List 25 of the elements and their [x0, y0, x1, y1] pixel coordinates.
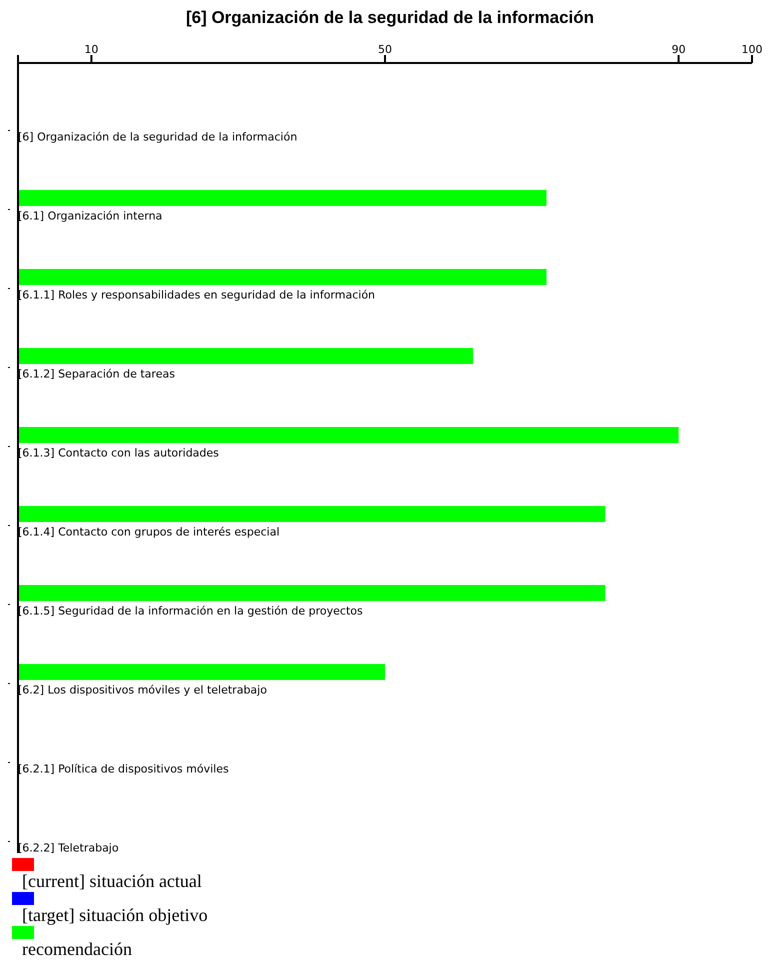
bar [18, 427, 679, 443]
y-tick-label: [6.1.1] Roles y responsabilidades en seguridad de la información [18, 288, 376, 302]
chart-title: [6] Organización de la seguridad de la información [184, 8, 596, 28]
bar [18, 269, 546, 285]
bar [18, 664, 385, 680]
legend-label: [current] situación actual [21, 871, 203, 892]
y-tick-label: [6.2.2] Teletrabajo [18, 842, 119, 854]
y-tick-label: [6] Organización de la seguridad de la información [18, 130, 298, 144]
y-tick-label: [6.1] Organización interna [18, 210, 162, 222]
y-tick-label: [6.2] Los dispositivos móviles y el teletrabajo [18, 684, 268, 696]
y-tick-label: [6.1.4] Contacto con grupos de interés especial [18, 526, 280, 538]
bar [18, 190, 546, 206]
y-tick-label: [6.1.5] Seguridad de la información en la gestión de proyectos [18, 604, 363, 618]
y-tick-label: [6.1.3] Contacto con las autoridades [18, 446, 220, 460]
x-tick-label: 100 [742, 43, 762, 56]
legend-label: recomendación [21, 939, 133, 960]
x-tick-label: 10 [84, 43, 98, 56]
bar [18, 585, 606, 601]
bar [18, 348, 474, 364]
x-tick-label: 50 [378, 43, 392, 56]
legend-label: [target] situación objetivo [21, 905, 209, 926]
y-tick-label: [6.1.2] Separación de tareas [18, 368, 176, 380]
x-tick-label: 90 [672, 43, 686, 56]
bar [18, 506, 606, 522]
y-tick-label: [6.2.1] Política de dispositivos móviles [18, 762, 229, 776]
